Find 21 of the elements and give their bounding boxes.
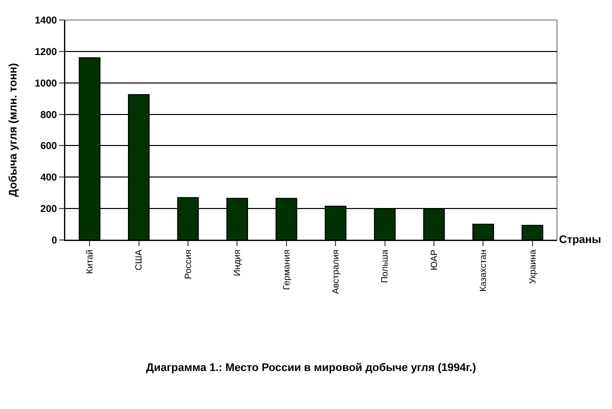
y-tick-label: 1200 xyxy=(34,46,58,58)
x-tick-label: Австралия xyxy=(330,249,341,294)
y-tick-label: 1000 xyxy=(34,78,58,90)
x-tick-label: Польша xyxy=(380,250,390,284)
y-tick-label: 0 xyxy=(51,236,58,246)
x-tick-label: Германия xyxy=(281,249,292,290)
y-axis-title: Добыча угля (млн. тонн) xyxy=(7,62,20,197)
text: Диаграмма 1.: Место России в мировой добыче угля (1994г.) xyxy=(146,362,476,374)
y-tick-label: 800 xyxy=(40,110,58,121)
x-tick-label: ЮАР xyxy=(428,250,439,270)
x-tick-label: Украина xyxy=(527,250,538,284)
x-tick-label: США xyxy=(134,250,144,270)
x-axis-title: Страны xyxy=(559,234,602,246)
x-tick-label: Китай xyxy=(84,250,95,274)
x-tick-label: Казахстан xyxy=(478,250,488,292)
y-tick-label: 600 xyxy=(40,141,58,152)
x-tick-label: Индия xyxy=(232,249,242,276)
y-tick-label: 200 xyxy=(40,204,58,216)
y-tick-label: 1400 xyxy=(34,16,58,26)
y-tick-label: 400 xyxy=(40,172,58,184)
x-tick-label: Россия xyxy=(182,249,193,280)
